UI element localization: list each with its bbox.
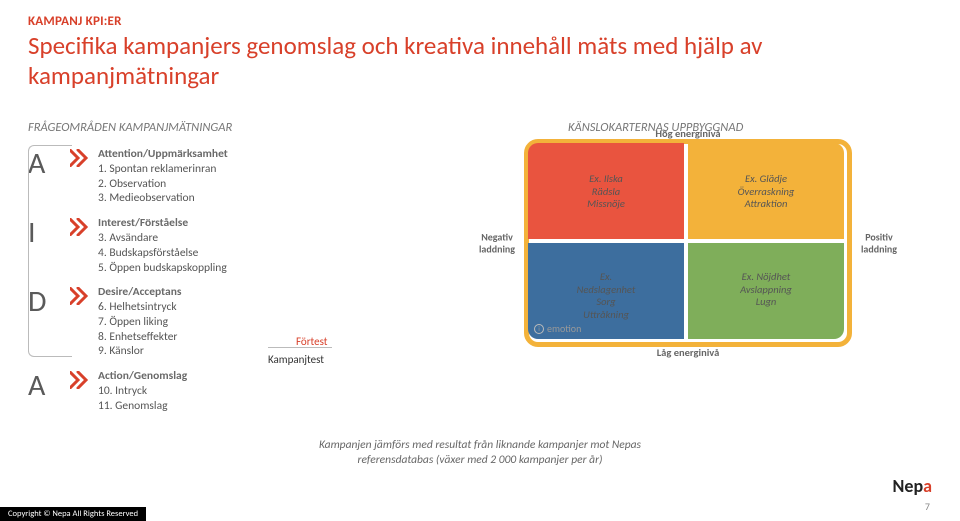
chevron-icon bbox=[70, 369, 98, 389]
axis-bottom: Låg energinivå bbox=[657, 346, 720, 359]
aida-row: D Desire/Acceptans 6. Helhetsintryck 7. … bbox=[28, 285, 448, 359]
eyebrow: KAMPANJ KPI:ER bbox=[28, 14, 932, 29]
fortest-line bbox=[268, 347, 332, 348]
info-icon: i bbox=[534, 324, 544, 334]
aida-row: A Action/Genomslag 10. Intryck 11. Genom… bbox=[28, 369, 448, 413]
aida-list: A Attention/Uppmärksamhet 1. Spontan rek… bbox=[28, 143, 448, 414]
section-heading-left: FRÅGEOMRÅDEN KAMPANJMÄTNINGAR bbox=[28, 120, 448, 135]
footnote: Kampanjen jämförs med resultat från likn… bbox=[28, 438, 932, 468]
aida-line: 3. Medieobservation bbox=[98, 191, 228, 206]
aida-row: A Attention/Uppmärksamhet 1. Spontan rek… bbox=[28, 147, 448, 206]
aida-line: 10. Intryck bbox=[98, 384, 187, 399]
page-number: 7 bbox=[925, 500, 930, 513]
quadrant-label-bl: Ex. Nedslagenhet Sorg Uttråkning bbox=[528, 271, 684, 321]
bracket-outer bbox=[28, 145, 72, 357]
chevron-icon bbox=[70, 285, 98, 305]
aida-line: 3. Avsändare bbox=[98, 231, 227, 246]
quadrant-label-br: Ex. Nöjdhet Avslappning Lugn bbox=[688, 271, 844, 309]
emotion-quadrant: Ex. Ilska Rädsla Missnöje Ex. Glädje Öve… bbox=[528, 143, 848, 343]
quadrant-label-tl: Ex. Ilska Rädsla Missnöje bbox=[528, 173, 684, 211]
axis-left: Negativ laddning bbox=[472, 232, 522, 255]
aida-line: 2. Observation bbox=[98, 177, 228, 192]
nemotion-badge: i emotion bbox=[534, 322, 581, 335]
aida-line: 1. Spontan reklamerinran bbox=[98, 162, 228, 177]
aida-line: 7. Öppen liking bbox=[98, 315, 181, 330]
nepa-logo: Nepa bbox=[893, 475, 932, 497]
aida-heading: Action/Genomslag bbox=[98, 369, 187, 383]
page-title: Specifika kampanjers genomslag och kreat… bbox=[28, 31, 828, 90]
kampanjtest-label: Kampanjtest bbox=[268, 353, 324, 366]
aida-line: 11. Genomslag bbox=[98, 399, 187, 414]
aida-heading: Desire/Acceptans bbox=[98, 285, 181, 299]
aida-line: 4. Budskapsförståelse bbox=[98, 246, 227, 261]
copyright-bar: Copyright © Nepa All Rights Reserved bbox=[0, 507, 146, 521]
axis-top: Hög energinivå bbox=[655, 127, 720, 140]
aida-heading: Interest/Förståelse bbox=[98, 216, 227, 230]
aida-line: 5. Öppen budskapskoppling bbox=[98, 261, 227, 276]
aida-row: I Interest/Förståelse 3. Avsändare 4. Bu… bbox=[28, 216, 448, 275]
axis-right: Positiv laddning bbox=[854, 232, 904, 255]
aida-letter: A bbox=[28, 369, 70, 401]
chevron-icon bbox=[70, 147, 98, 167]
aida-line: 6. Helhetsintryck bbox=[98, 300, 181, 315]
aida-heading: Attention/Uppmärksamhet bbox=[98, 147, 228, 161]
aida-line: 8. Enhetseffekter bbox=[98, 330, 181, 345]
quadrant-label-tr: Ex. Glädje Överraskning Attraktion bbox=[688, 173, 844, 211]
aida-line: 9. Känslor bbox=[98, 344, 181, 359]
chevron-icon bbox=[70, 216, 98, 236]
